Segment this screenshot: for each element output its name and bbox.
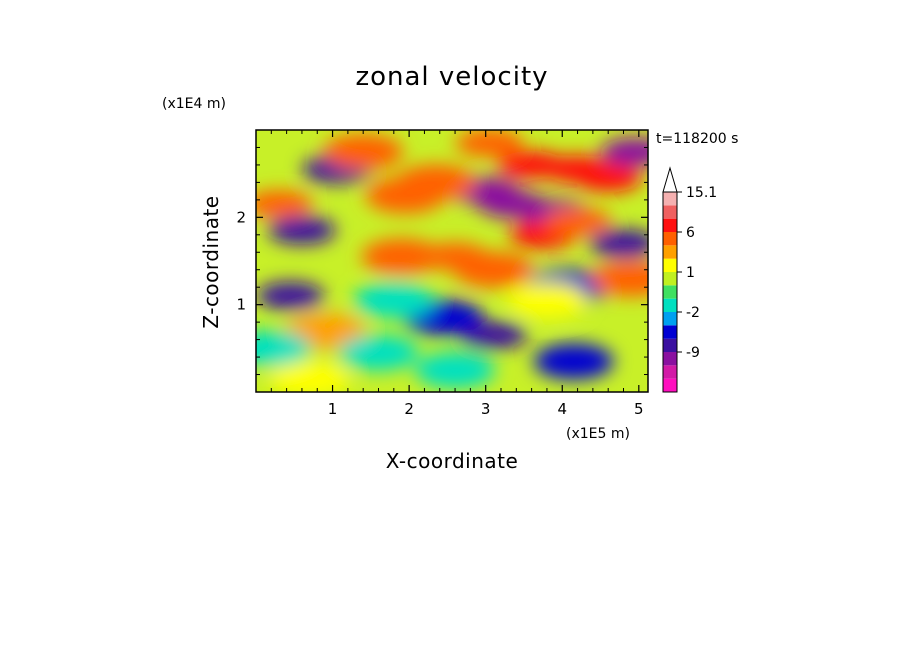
y-axis-label: Z-coordinate — [199, 195, 223, 328]
field-feature-6 — [600, 137, 648, 166]
time-label: t=118200 s — [656, 131, 738, 147]
field-feature-15 — [574, 164, 643, 193]
colorbar-label-4: -9 — [686, 345, 700, 361]
plot-frame — [255, 129, 649, 393]
colorbar-label-0: 15.1 — [686, 185, 717, 201]
y-tick-label-0: 1 — [236, 296, 246, 314]
field-feature-10 — [533, 343, 614, 380]
field-feature-22 — [365, 177, 446, 214]
colorbar: 15.1 6 1 -2 -9 — [662, 166, 717, 393]
x-tick-label-2: 3 — [481, 400, 491, 418]
field-feature-28 — [269, 360, 350, 392]
velocity-field — [256, 130, 648, 392]
field-feature-30 — [415, 352, 496, 389]
field-feature-21 — [323, 133, 404, 170]
colorbar-segment-6 — [663, 298, 677, 312]
field-feature-1 — [267, 216, 336, 245]
x-tick-label-3: 4 — [557, 400, 567, 418]
plot-area — [256, 130, 648, 392]
field-feature-2 — [256, 281, 325, 310]
colorbar-segment-8 — [663, 272, 677, 286]
colorbar-frame — [662, 191, 678, 393]
field-feature-8 — [459, 321, 528, 350]
colorbar-segment-1 — [663, 365, 677, 379]
colorbar-segment-7 — [663, 285, 677, 299]
field-feature-32 — [353, 282, 434, 319]
x-tick-label-1: 2 — [404, 400, 414, 418]
field-feature-29 — [338, 334, 419, 371]
colorbar-segment-12 — [663, 218, 677, 232]
field-feature-31 — [256, 330, 312, 367]
colorbar-segment-14 — [663, 192, 677, 206]
colorbar-segment-0 — [663, 378, 677, 392]
x-axis-ticks: 1 2 3 4 5 — [270, 130, 644, 418]
y-tick-label-1: 2 — [236, 208, 246, 226]
x-tick-label-0: 1 — [328, 400, 338, 418]
colorbar-label-3: -2 — [686, 305, 700, 321]
x-tick-label-4: 5 — [634, 400, 644, 418]
colorbar-label-1: 6 — [686, 225, 695, 241]
colorbar-segment-10 — [663, 245, 677, 259]
colorbar-label-2: 1 — [686, 265, 695, 281]
y-scale-label: (x1E4 m) — [162, 96, 226, 112]
colorbar-segment-3 — [663, 338, 677, 352]
colorbar-segment-4 — [663, 325, 677, 339]
y-axis-ticks: 12 — [236, 146, 648, 376]
colorbar-segment-9 — [663, 258, 677, 272]
colorbar-segment-5 — [663, 312, 677, 326]
field-feature-7 — [589, 229, 648, 258]
colorbar-segment-2 — [663, 352, 677, 366]
field-feature-12 — [455, 130, 524, 158]
field-feature-26 — [591, 260, 648, 297]
x-axis-label: X-coordinate — [386, 449, 519, 473]
colorbar-extend-arrow — [662, 166, 678, 193]
field-feature-24 — [361, 238, 442, 275]
colorbar-segment-13 — [663, 205, 677, 219]
field-feature-17 — [543, 207, 612, 236]
colorbar-segment-11 — [663, 232, 677, 246]
field-feature-23 — [256, 190, 313, 219]
chart-title: zonal velocity — [355, 62, 548, 92]
field-feature-27 — [506, 282, 587, 319]
x-scale-label: (x1E5 m) — [566, 426, 630, 442]
